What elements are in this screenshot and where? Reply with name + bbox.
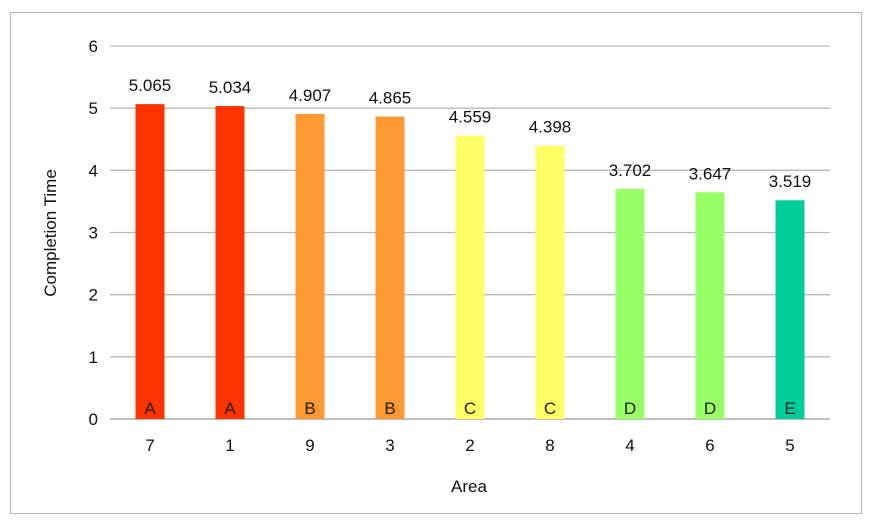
bar-area-6 <box>695 192 725 419</box>
grade-label: B <box>304 399 315 418</box>
y-tick-label: 4 <box>89 161 98 180</box>
x-tick-label: 5 <box>785 436 794 455</box>
value-label: 3.519 <box>769 172 812 191</box>
grade-label: D <box>624 399 636 418</box>
y-tick-label: 0 <box>89 410 98 429</box>
bar-area-8 <box>535 145 565 419</box>
bar-area-4 <box>615 188 645 419</box>
grade-label: E <box>784 399 795 418</box>
bar-area-1 <box>215 106 245 419</box>
value-label: 4.398 <box>529 118 572 137</box>
grade-label: D <box>704 399 716 418</box>
value-label: 4.559 <box>449 108 492 127</box>
bar-area-7 <box>135 104 165 420</box>
bars <box>135 104 805 420</box>
y-tick-label: 1 <box>89 348 98 367</box>
x-axis-title: Area <box>451 477 487 496</box>
value-label: 4.865 <box>369 89 412 108</box>
bar-area-9 <box>295 113 325 419</box>
value-label: 3.702 <box>609 161 652 180</box>
y-tick-label: 6 <box>89 37 98 56</box>
y-tick-label: 5 <box>89 99 98 118</box>
value-label: 5.034 <box>209 78 252 97</box>
x-tick-label: 9 <box>305 436 314 455</box>
x-tick-label: 3 <box>385 436 394 455</box>
y-axis-title: Completion Time <box>41 169 60 297</box>
value-label: 4.907 <box>289 86 332 105</box>
x-tick-label: 7 <box>145 436 154 455</box>
x-tick-label: 4 <box>625 436 634 455</box>
y-tick-label: 3 <box>89 224 98 243</box>
x-tick-label: 1 <box>225 436 234 455</box>
grade-label: B <box>384 399 395 418</box>
grade-label: A <box>224 399 236 418</box>
y-tick-label: 2 <box>89 286 98 305</box>
x-tick-label: 6 <box>705 436 714 455</box>
x-tick-label: 8 <box>545 436 554 455</box>
grade-label: C <box>544 399 556 418</box>
value-label: 3.647 <box>689 164 732 183</box>
bar-area-2 <box>455 135 485 420</box>
bar-area-5 <box>775 200 805 419</box>
value-label: 5.065 <box>129 76 172 95</box>
grade-label: A <box>144 399 156 418</box>
labels: 0 1 2 3 4 5 6 5.065 A 7 5.034 A 1 4.907 B 9 4.865 B 3 4.559… <box>89 37 812 455</box>
bar-area-3 <box>375 116 405 419</box>
x-tick-label: 2 <box>465 436 474 455</box>
grade-label: C <box>464 399 476 418</box>
